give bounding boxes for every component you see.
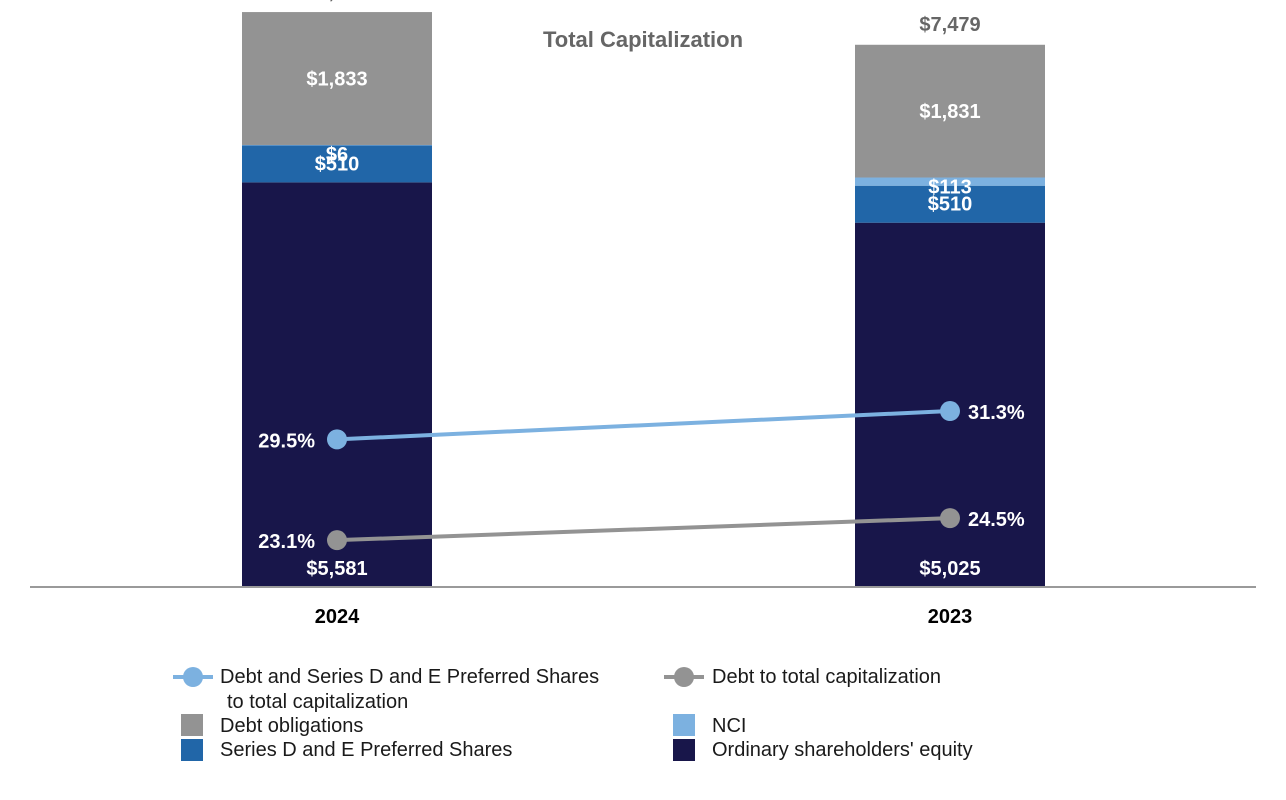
bar-series-d-and-e-preferred-shares-2024 [242,145,432,183]
line-label-debt-and-series-d-and-e-preferred-shares-to-total-capitalization-2023: 31.3% [968,402,1025,424]
point-debt-to-total-capitalization-2023 [940,508,960,529]
total-label-2024: $7,930 [306,0,367,3]
point-debt-and-series-d-and-e-preferred-shares-to-total-capitalization-2023 [940,401,960,422]
data-label-debt-obligations-2023: $1,831 [919,101,980,123]
bar-series-d-and-e-preferred-shares-2023 [855,185,1045,223]
line-label-debt-to-total-capitalization-2024: 23.1% [258,531,315,553]
line-label-debt-to-total-capitalization-2023: 24.5% [968,509,1025,531]
line-debt-and-series-d-and-e-preferred-shares-to-total-capitalization [336,409,951,442]
data-label-series-d-and-e-preferred-shares-2024: $510 [315,153,360,175]
bars-group: $5,581$510$6$1,833$7,930$5,025$510$113$1… [242,0,1045,587]
chart-title: Total Capitalization [543,27,743,52]
point-debt-to-total-capitalization-2024 [327,530,347,551]
data-label-ordinary-shareholders-equity-2024: $5,581 [306,558,367,580]
bar-debt-obligations-2024 [242,12,432,145]
data-label-nci-2024: $6 [326,144,348,166]
point-debt-and-series-d-and-e-preferred-shares-to-total-capitalization-2024 [327,429,347,450]
bar-ordinary-shareholders-equity-2024 [242,182,432,587]
line-debt-to-total-capitalization [336,516,951,543]
data-label-series-d-and-e-preferred-shares-2023: $510 [928,194,973,216]
total-label-2023: $7,479 [919,14,980,36]
x-tick-label-2024: 2024 [315,606,360,628]
data-label-debt-obligations-2024: $1,833 [306,69,367,91]
data-label-nci-2023: $113 [928,177,971,199]
lines-group: 29.5% 31.3% 23.1% 24.5% [258,401,1025,553]
line-label-debt-and-series-d-and-e-preferred-shares-to-total-capitalization-2024: 29.5% [258,430,315,452]
bar-nci-2023 [855,177,1045,186]
bar-debt-obligations-2023 [855,44,1045,178]
x-tick-label-2023: 2023 [928,606,973,628]
data-label-ordinary-shareholders-equity-2023: $5,025 [919,558,980,580]
x-tick-labels: 2024 2023 [315,606,973,628]
